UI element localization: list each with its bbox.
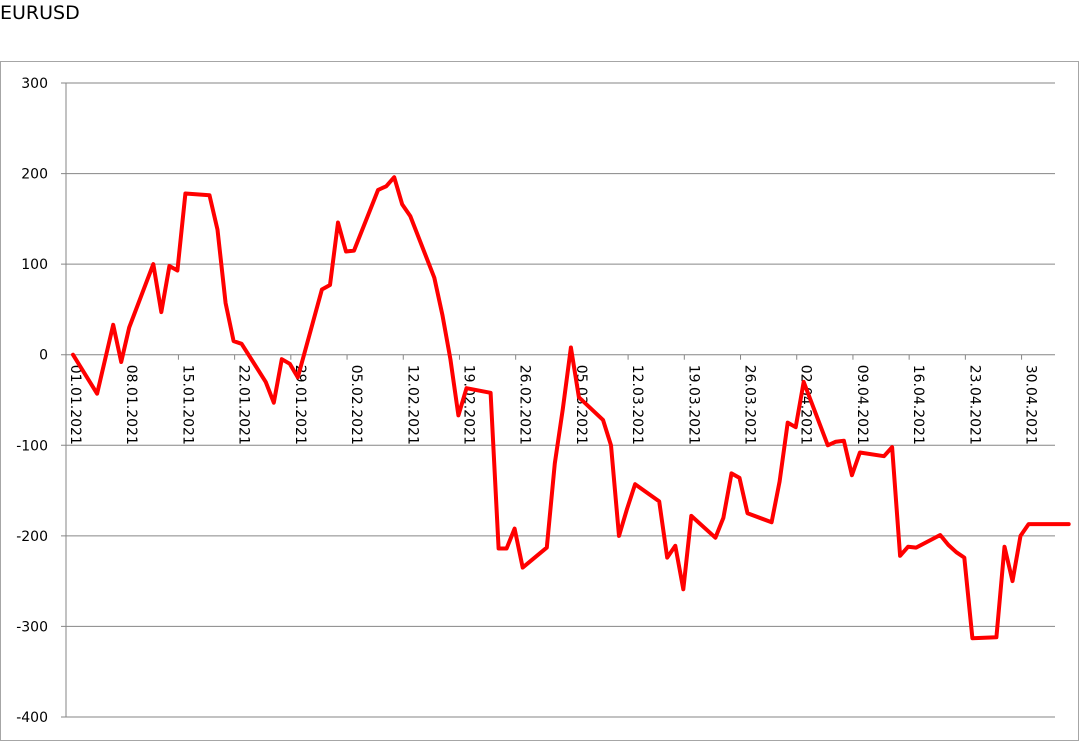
x-tick-label: 30.04.2021 [1023, 365, 1039, 445]
y-tick-label: 0 [39, 348, 48, 364]
x-axis: 01.01.2021 08.01.2021 15.01.2021 22.01.2021… [65, 354, 1039, 445]
x-tick-label: 29.01.2021 [292, 365, 308, 445]
y-tick-label: -200 [16, 529, 48, 545]
x-tick-label: 19.02.2021 [460, 365, 476, 445]
x-tick-label: 15.01.2021 [179, 365, 195, 445]
y-axis: 300 200 100 0 -100 -200 -300 -400 [16, 76, 48, 726]
y-tick-label: 100 [21, 257, 48, 273]
x-tick-label: 12.03.2021 [629, 365, 645, 445]
x-tick-label: 12.02.2021 [404, 365, 420, 445]
x-tick-label: 08.01.2021 [123, 365, 139, 445]
x-tick-label: 26.03.2021 [742, 365, 758, 445]
chart-frame [0, 61, 1079, 741]
gridlines [61, 82, 1055, 718]
chart-title: EURUSD [0, 2, 80, 24]
y-tick-label: -100 [16, 438, 48, 454]
y-tick-label: 300 [21, 76, 48, 92]
x-tick-label: 16.04.2021 [910, 365, 926, 445]
x-tick-label: 22.01.2021 [236, 365, 252, 445]
x-tick-label: 09.04.2021 [854, 365, 870, 445]
y-tick-label: -300 [16, 619, 48, 635]
x-tick-label: 01.01.2021 [67, 365, 83, 445]
x-tick-label: 19.03.2021 [685, 365, 701, 445]
y-tick-label: -400 [16, 710, 48, 726]
y-tick-label: 200 [21, 167, 48, 183]
x-tick-label: 23.04.2021 [966, 365, 982, 445]
x-tick-label: 05.02.2021 [348, 365, 364, 445]
x-tick-label: 26.02.2021 [517, 365, 533, 445]
series-line-group [71, 175, 1071, 641]
series-line [71, 175, 1071, 641]
